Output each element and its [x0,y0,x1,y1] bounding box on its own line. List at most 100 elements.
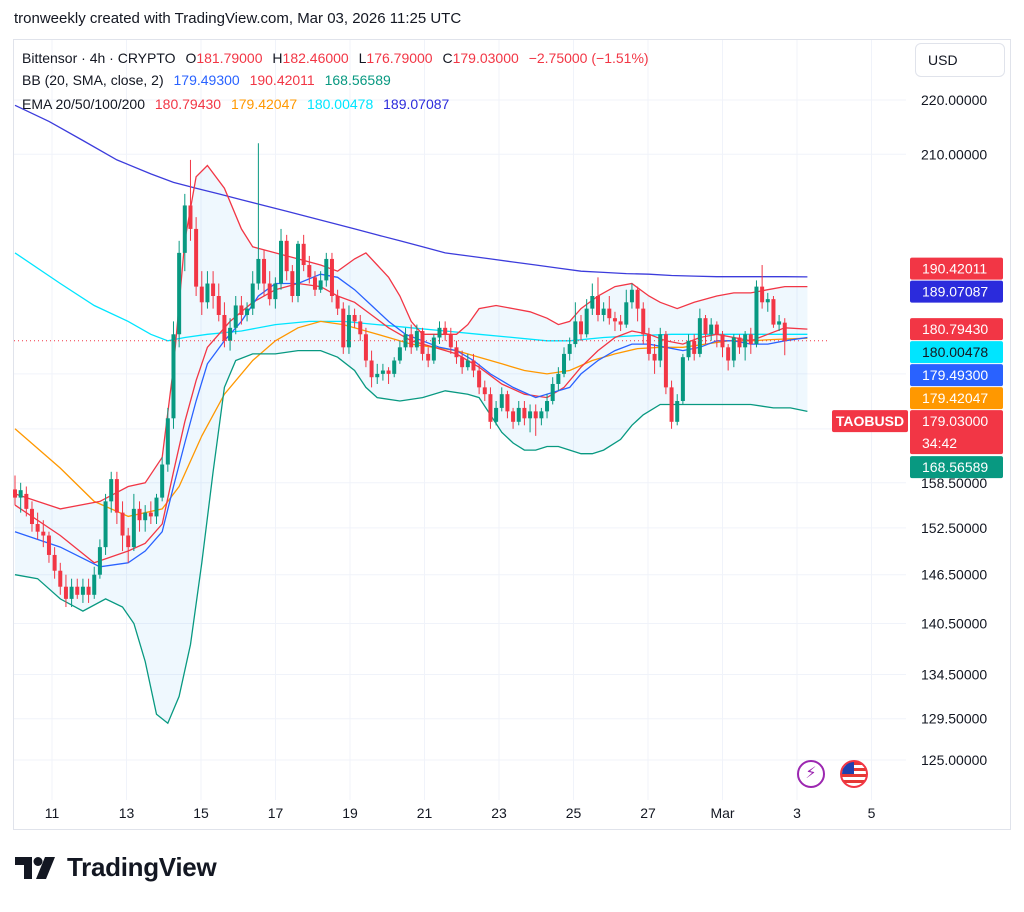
x-tick-label: 17 [268,805,284,821]
candle-body [431,337,436,361]
tradingview-logo[interactable]: TradingView [15,852,217,883]
x-tick-label: 25 [566,805,582,821]
candle-body [18,490,23,498]
candle-body [380,370,385,374]
legend-ema: EMA 20/50/100/200 180.79430 179.42047 18… [22,96,455,112]
candle-body [618,321,623,325]
price-label-bb_lower: 168.56589 [910,456,1003,479]
candle-body [177,252,182,335]
bb-basis-line [14,273,808,568]
close-label: C [442,50,453,66]
candle-body [86,586,91,595]
candle-body [324,258,329,281]
candle-body [375,373,380,378]
bb-fill-area [15,165,808,724]
candle-body [296,243,300,296]
candle-body [262,258,267,284]
candle-body [369,360,374,378]
candle-body [771,299,776,325]
candle-body [505,394,510,412]
y-tick-label: 134.50000 [921,666,987,682]
currency-button[interactable]: USD [915,43,1005,77]
candle-body [403,334,408,348]
ohlc-low: L176.79000 [359,50,433,66]
candle-body [329,258,334,296]
candle-body [646,334,651,354]
candle-body [233,305,238,328]
candle-body [595,295,600,315]
symbol-info[interactable]: Bittensor · 4h · CRYPTO [22,50,176,66]
x-tick-label: 19 [342,805,358,821]
candle-body [267,283,272,300]
price-label-text: 179.49300 [922,367,988,383]
candle-body [182,205,187,253]
bb-lower-value: 168.56589 [324,72,391,88]
logo-text: TradingView [67,852,217,882]
candle-body [516,407,521,422]
y-tick-label: 146.50000 [921,567,987,583]
candle-body [143,512,148,521]
price-label-bg [910,280,1003,303]
x-tick-label: 5 [868,805,876,821]
candle-body [454,347,459,358]
candle-body [114,479,119,513]
candle-body [567,344,572,354]
lightning-icon[interactable]: ⚡ [797,760,825,788]
candle-body [714,324,719,335]
bb-lower-line [14,349,808,725]
change-value: −2.75000 (−1.51%) [528,50,649,66]
ohlc-close: C179.03000 [442,50,518,66]
candle-body [97,547,102,575]
candle-body [675,401,680,422]
candle-body [290,271,295,296]
candle-body [590,295,595,309]
ema-label[interactable]: EMA 20/50/100/200 [22,96,145,112]
symbol-tag-text: TAOBUSD [836,413,904,429]
grid-lines [14,40,906,800]
ema50-value: 179.42047 [230,96,298,112]
candle-body [782,322,787,341]
candle-body [607,308,612,319]
open-value: 181.79000 [196,50,263,66]
candle-body [726,347,731,361]
candle-body [488,394,493,422]
candle-body [533,411,538,419]
candle-body [352,314,357,322]
candle-body [137,508,142,521]
candle-body [754,286,759,345]
candle-body [63,586,68,599]
price-label-bg [910,364,1003,387]
bb-label[interactable]: BB (20, SMA, close, 2) [22,72,164,88]
candle-body [256,258,261,284]
candle-body [24,493,29,509]
candle-body [131,508,136,548]
price-label-text: 179.42047 [922,390,988,406]
bb-upper-value: 190.42011 [249,72,315,88]
candle-body [629,289,634,303]
price-labels: 190.42011 189.07087 180.79430 180.00478 179.… [832,257,1003,479]
open-label: O [185,50,197,66]
price-label-ema50: 179.42047 [910,387,1003,410]
bb-basis-value: 179.49300 [173,72,240,88]
ohlc-open: O181.79000 [185,50,262,66]
price-label-text: 190.42011 [922,261,987,277]
candle-body [579,321,583,335]
candle-body [420,331,425,354]
candle-body [437,327,442,338]
low-value: 176.79000 [366,50,433,66]
us-flag-icon[interactable] [840,760,868,788]
candle-body [69,586,74,599]
candle-body [250,283,255,309]
candle-body [341,308,346,348]
candle-body [556,373,561,384]
candle-body [386,370,391,374]
candle-body [471,360,476,371]
price-label-text: 179.03000 [922,413,988,429]
candles [13,143,787,608]
symbol-tag-bg [832,410,908,433]
x-tick-label: 21 [417,805,433,821]
candle-body [584,308,589,335]
candle-body [743,334,748,348]
high-value: 182.46000 [282,50,349,66]
